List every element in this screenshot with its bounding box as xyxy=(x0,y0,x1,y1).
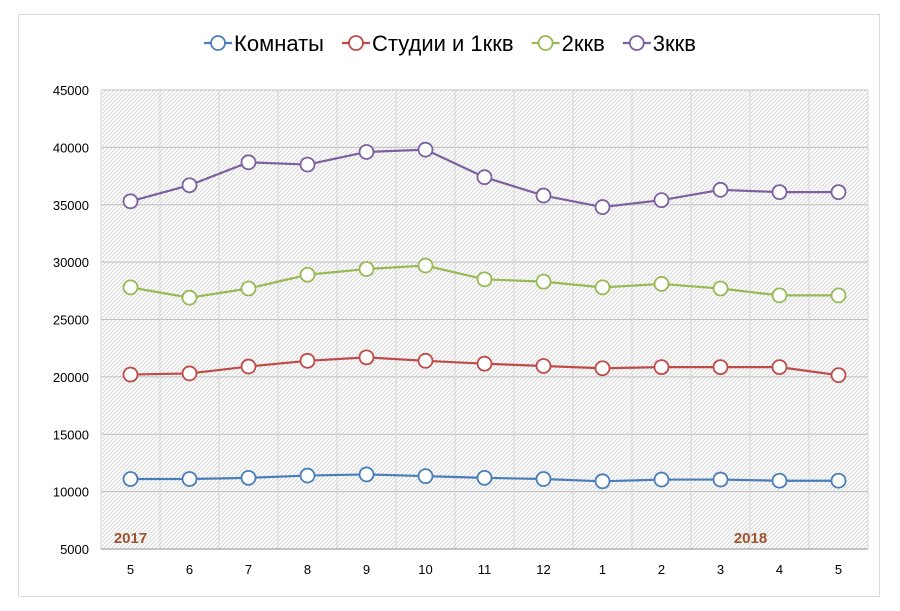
data-point xyxy=(181,289,198,306)
data-point xyxy=(594,279,611,296)
y-tick-label: 30000 xyxy=(53,255,89,270)
year-annotation: 2017 xyxy=(114,530,147,547)
data-point xyxy=(240,154,257,171)
data-point xyxy=(240,358,257,375)
x-tick-label: 12 xyxy=(536,562,550,577)
data-point xyxy=(712,471,729,488)
data-point xyxy=(240,469,257,486)
data-point xyxy=(653,359,670,376)
x-tick-label: 1 xyxy=(599,562,606,577)
data-point xyxy=(653,276,670,292)
x-tick-label: 10 xyxy=(418,562,432,577)
legend-label: 3ккв xyxy=(653,31,696,56)
legend-marker xyxy=(210,35,226,51)
data-point xyxy=(417,141,434,158)
data-point xyxy=(358,466,375,483)
legend-entry: 3ккв xyxy=(622,31,696,56)
data-point xyxy=(299,266,316,283)
data-point xyxy=(181,471,198,487)
y-tick-label: 40000 xyxy=(53,140,89,155)
data-point xyxy=(122,366,139,383)
data-point xyxy=(535,358,552,374)
data-point xyxy=(181,365,198,382)
data-point xyxy=(535,471,552,487)
data-point xyxy=(594,473,611,490)
data-point xyxy=(299,352,316,369)
legend-marker xyxy=(537,35,554,51)
y-tick-label: 45000 xyxy=(53,83,89,98)
legend-marker xyxy=(348,35,364,51)
data-point xyxy=(771,359,788,376)
y-tick-label: 5000 xyxy=(60,542,89,557)
data-point xyxy=(358,144,375,160)
data-point xyxy=(476,271,493,288)
data-point xyxy=(358,261,375,277)
x-tick-label: 4 xyxy=(776,562,783,577)
y-tick-label: 35000 xyxy=(53,198,89,213)
x-tick-label: 5 xyxy=(127,562,134,577)
data-point xyxy=(476,355,493,372)
y-tick-label: 25000 xyxy=(53,313,89,328)
data-point xyxy=(535,273,552,290)
data-point xyxy=(417,468,434,485)
data-point xyxy=(240,280,257,297)
y-tick-label: 20000 xyxy=(53,370,89,385)
data-point xyxy=(830,367,847,384)
data-point xyxy=(476,469,493,486)
data-point xyxy=(299,156,316,173)
data-point xyxy=(712,359,729,376)
data-point xyxy=(771,472,788,489)
legend-marker xyxy=(628,35,645,51)
data-point xyxy=(535,187,552,204)
data-point xyxy=(122,193,139,210)
data-point xyxy=(358,349,375,366)
data-point xyxy=(122,279,139,296)
legend-entry: 2ккв xyxy=(531,31,605,56)
data-point xyxy=(771,184,788,201)
data-point xyxy=(771,287,788,304)
x-tick-label: 11 xyxy=(478,562,492,577)
data-point xyxy=(299,467,316,484)
year-annotation: 2018 xyxy=(734,530,767,547)
data-point xyxy=(417,257,434,274)
data-point xyxy=(181,177,198,194)
x-tick-label: 6 xyxy=(186,562,193,577)
legend-label: Студии и 1ккв xyxy=(372,31,514,56)
y-tick-label: 10000 xyxy=(53,485,89,500)
data-point xyxy=(594,360,611,377)
data-point xyxy=(417,352,434,369)
legend-label: Комнаты xyxy=(234,31,324,56)
x-tick-label: 2 xyxy=(658,562,665,577)
x-tick-label: 7 xyxy=(245,562,252,577)
x-tick-label: 9 xyxy=(363,562,370,577)
data-point xyxy=(476,169,493,186)
legend-entry: Комнаты xyxy=(204,31,324,56)
x-tick-label: 3 xyxy=(717,562,724,577)
data-point xyxy=(712,181,729,198)
data-point xyxy=(830,287,847,304)
legend-label: 2ккв xyxy=(562,31,605,56)
y-tick-label: 15000 xyxy=(53,427,89,442)
x-tick-label: 8 xyxy=(304,562,311,577)
data-point xyxy=(830,184,847,201)
legend-entry: Студии и 1ккв xyxy=(342,31,514,56)
data-point xyxy=(594,199,611,215)
data-point xyxy=(653,192,670,209)
data-point xyxy=(122,471,139,487)
data-point xyxy=(712,280,729,297)
data-point xyxy=(653,471,670,488)
x-tick-label: 5 xyxy=(835,562,842,577)
data-point xyxy=(830,472,847,489)
